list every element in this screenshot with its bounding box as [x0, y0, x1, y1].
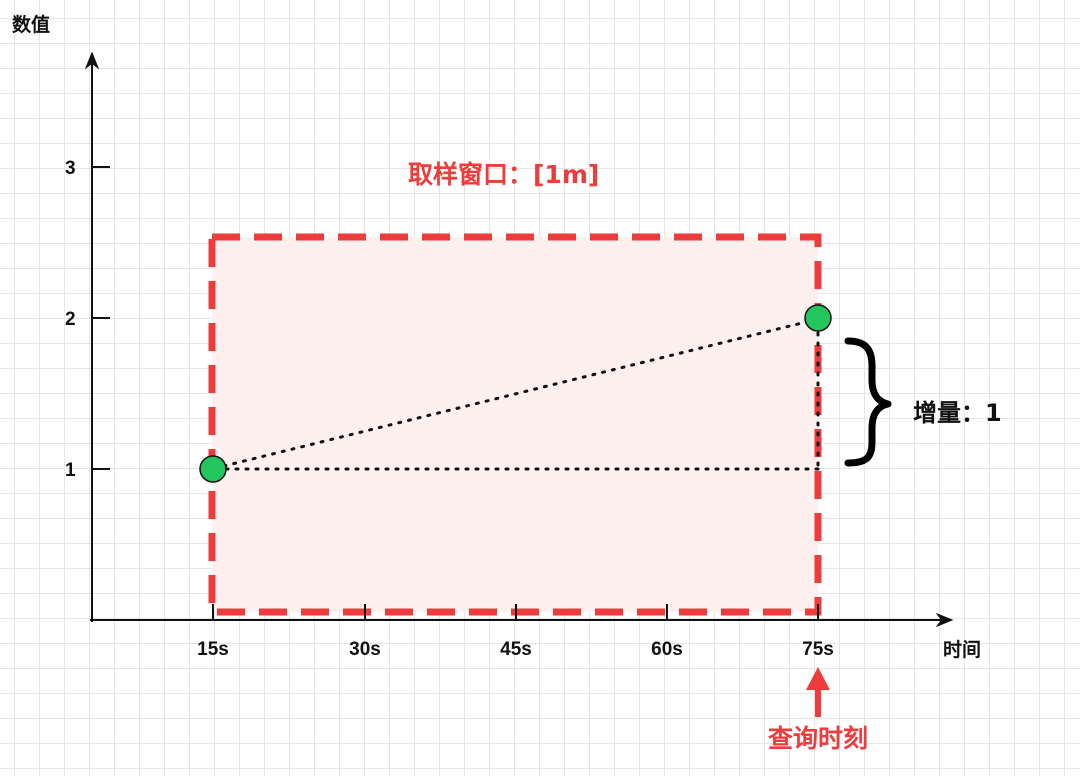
y-axis-title: 数值 [12, 13, 50, 36]
increment-brace-icon [844, 337, 892, 467]
y-tick-label-3: 3 [65, 158, 76, 179]
sample-point-75s [804, 304, 832, 332]
sampling-window-label: 取样窗口：[1m] [408, 160, 599, 189]
x-tick-label-60s: 60s [651, 639, 683, 660]
x-tick-label-45s: 45s [500, 639, 532, 660]
x-axis-title: 时间 [943, 639, 981, 661]
increment-label: 增量：1 [913, 399, 1002, 427]
query-time-label: 查询时刻 [768, 724, 868, 753]
query-arrowhead-icon [806, 667, 830, 690]
x-tick-label-75s: 75s [802, 639, 834, 660]
sampling-window-box [208, 233, 822, 616]
slope-dotted-line [222, 320, 808, 468]
x-tick-label-30s: 30s [349, 639, 381, 660]
y-tick-label-2: 2 [65, 309, 76, 330]
x-tick-label-15s: 15s [197, 639, 229, 660]
y-tick-label-1: 1 [65, 460, 76, 481]
sample-point-15s [199, 455, 227, 483]
